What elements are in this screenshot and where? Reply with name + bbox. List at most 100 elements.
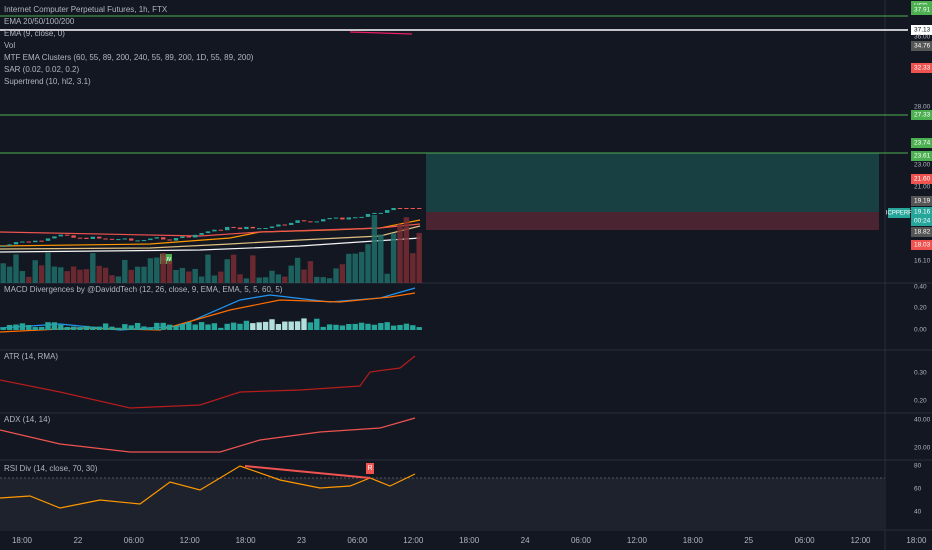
volume-bar [371, 214, 378, 283]
volume-bar [403, 217, 410, 283]
macd-bar [371, 324, 378, 330]
macd-bar [339, 325, 346, 330]
volume-bar [141, 266, 147, 283]
time-label: 18:00 [459, 536, 480, 545]
macd-bar [179, 323, 186, 330]
price-label: 23.00 [914, 162, 931, 169]
price-tag [911, 196, 932, 206]
volume-bar [365, 244, 371, 283]
volume-bar [26, 276, 32, 283]
price-label: 28.00 [914, 104, 931, 111]
candle [1, 245, 6, 247]
candle [180, 236, 185, 239]
macd-bar [19, 323, 26, 330]
price-tag [911, 174, 932, 184]
pane-tick: 0.20 [914, 398, 927, 405]
macd-bar [352, 323, 358, 330]
candle [257, 228, 262, 230]
volume-bar [109, 275, 115, 283]
macd-bar [326, 324, 333, 330]
macd-bar [51, 322, 58, 330]
volume-bar [256, 277, 262, 283]
indicator-lines [0, 31, 421, 509]
price-tag [911, 207, 932, 217]
price-label: 23.74 [914, 140, 931, 147]
pane-tick: 0.00 [914, 327, 927, 334]
time-label: 12:00 [627, 536, 648, 545]
macd-bar [77, 327, 83, 330]
pane-tick: 0.20 [914, 305, 927, 312]
candle [404, 208, 409, 209]
candle [90, 236, 95, 239]
volume-bar [301, 269, 307, 283]
ticker-tag [888, 208, 910, 218]
macd-bar [38, 326, 45, 330]
price-label: 19.16 [914, 209, 931, 216]
pane-tick: 40.00 [914, 417, 931, 424]
volume-bar [38, 265, 45, 283]
macd-bar [147, 327, 154, 330]
candle [20, 241, 25, 243]
macd-bar [320, 326, 326, 330]
macd-bar [288, 321, 294, 330]
macd-bar [218, 327, 224, 330]
macd-bar [13, 324, 19, 330]
macd-bar [26, 325, 32, 330]
pane-tick: 40 [914, 509, 922, 516]
time-label: 18:00 [12, 536, 33, 545]
price-label: 37.91 [914, 7, 931, 14]
macd-bar [32, 327, 38, 330]
volume-bar [51, 266, 58, 283]
volume-bar [179, 267, 186, 283]
pane-tick: 0.30 [914, 370, 927, 377]
macd-bar [230, 322, 237, 330]
price-tag [911, 216, 932, 226]
rsi-label: R [367, 465, 372, 472]
macd-bar [397, 324, 403, 330]
macd-bar [269, 319, 275, 330]
macd-bar [6, 324, 13, 330]
volume-bar [314, 276, 320, 283]
macd-bar [192, 324, 198, 330]
price-label: 19.19 [914, 198, 931, 205]
volume-bar [384, 273, 390, 283]
volume-bar [96, 265, 102, 283]
volume-bar [19, 271, 26, 283]
volume-bar [416, 232, 422, 283]
candle [116, 239, 121, 241]
volume-bar [90, 253, 96, 283]
macd-bar [166, 324, 173, 330]
candle [218, 229, 223, 231]
symbol-title: Internet Computer Perpetual Futures, 1h,… [4, 5, 168, 14]
macd-bar [333, 324, 339, 330]
volume-bar [115, 276, 122, 283]
candle [301, 220, 307, 222]
candle [45, 238, 51, 241]
candle [65, 234, 70, 236]
volume-bar [250, 255, 256, 283]
candle [385, 210, 390, 213]
indicator-label: SAR (0.02, 0.02, 0.2) [4, 65, 79, 74]
pane-tick: 20.00 [914, 445, 931, 452]
candle [26, 241, 31, 243]
candle [417, 208, 422, 209]
macd-bar [90, 326, 96, 330]
time-label: 22 [73, 536, 82, 545]
volume-bar [224, 259, 230, 283]
volume-bar [339, 264, 346, 283]
macd-bar [307, 322, 314, 330]
indicator-label: Supertrend (10, hl2, 3.1) [4, 77, 91, 86]
candle [129, 238, 134, 241]
candle [58, 234, 63, 237]
volume-bar [154, 257, 160, 283]
candle [148, 238, 153, 241]
volume-bar [122, 259, 128, 283]
candle [295, 220, 300, 223]
price-label: 36.00 [914, 34, 931, 41]
time-label: 24 [521, 536, 530, 545]
candle [52, 236, 57, 239]
candle [378, 212, 383, 214]
volume-bar [64, 271, 70, 283]
time-label: 12:00 [850, 536, 871, 545]
price-label: 37.13 [914, 27, 931, 34]
